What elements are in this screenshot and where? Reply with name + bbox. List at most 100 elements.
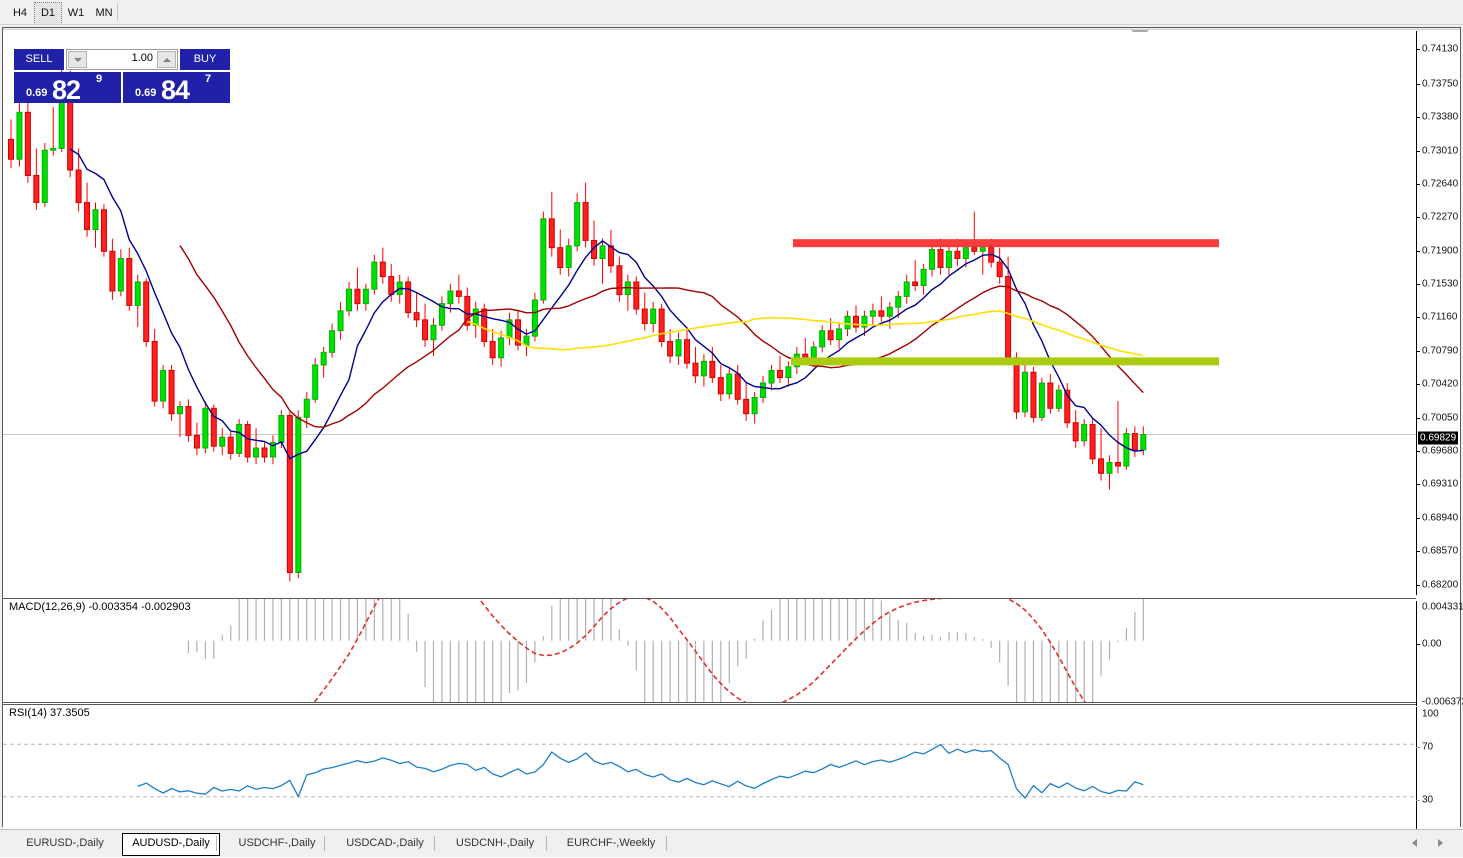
moving-average-slow	[467, 310, 1144, 357]
rsi-line	[137, 743, 1144, 799]
macd-tick	[1416, 643, 1420, 645]
price-tick-label: 0.70790	[1422, 345, 1459, 357]
chart-tab-usdchf[interactable]: USDCHF-,Daily	[238, 837, 316, 849]
price-chart-canvas[interactable]	[3, 32, 1416, 596]
price-tick-label: 0.71530	[1422, 278, 1459, 290]
candle-body	[760, 382, 767, 398]
macd-signal-line	[313, 599, 1086, 702]
candle-body	[134, 281, 141, 306]
toolbar-divider	[117, 3, 118, 21]
rsi-pane[interactable]: RSI(14) 37.3505	[3, 704, 1416, 836]
candle-body	[92, 209, 99, 231]
price-tick-label: 0.70420	[1422, 378, 1459, 390]
candle-body	[971, 247, 978, 252]
macd-pane[interactable]: MACD(12,26,9) -0.003354 -0.002903	[3, 598, 1416, 703]
chevron-up-icon	[162, 57, 171, 62]
candle-body	[565, 245, 572, 269]
macd-canvas[interactable]	[3, 599, 1416, 702]
candle-body	[405, 281, 412, 314]
price-scale[interactable]: 0.74130 0.73750 0.73380 0.73010 0.72640 0.722…	[1416, 31, 1463, 841]
candle-body	[1030, 371, 1037, 418]
trendline-resistance	[793, 239, 1219, 248]
chart-tab-audusd[interactable]: AUDUSD-,Daily	[122, 833, 220, 856]
candle-body	[253, 447, 260, 458]
price-tick	[1416, 417, 1420, 419]
volume-stepper[interactable]: 1.00	[66, 49, 178, 70]
price-tick-label: 0.68940	[1422, 512, 1459, 524]
sell-price-display[interactable]: 0.69 82 9	[14, 72, 121, 103]
timeframe-button-w1[interactable]: W1	[67, 7, 85, 19]
scroll-right-icon[interactable]	[1438, 839, 1443, 847]
one-click-trading-panel[interactable]: SELL 1.00 BUY 0.69 82 9 0.69	[14, 49, 230, 103]
candle-body	[210, 407, 217, 447]
sell-price-fraction: 9	[96, 73, 103, 85]
price-tick	[1416, 350, 1420, 352]
candle-body	[126, 258, 133, 306]
candle-body	[937, 248, 944, 269]
price-tick-label: 0.68570	[1422, 545, 1459, 557]
candle-body	[1022, 371, 1028, 413]
rsi-tick-label: 70	[1422, 741, 1434, 753]
timeframe-button-h4[interactable]: H4	[12, 7, 28, 19]
candle-body	[286, 415, 293, 574]
tab-divider	[216, 836, 217, 851]
moving-average-mid	[179, 245, 1144, 428]
candle-body	[1106, 461, 1113, 474]
candle-body	[903, 281, 910, 297]
rsi-tick-label: 30	[1422, 794, 1434, 806]
candle-body	[75, 169, 82, 204]
candle-body	[261, 447, 268, 458]
candle-body	[295, 416, 302, 574]
volume-decrease-button[interactable]	[68, 51, 87, 68]
buy-price-display[interactable]: 0.69 84 7	[123, 72, 230, 103]
volume-value[interactable]: 1.00	[131, 52, 153, 64]
candle-body	[151, 341, 158, 402]
timeframe-button-d1[interactable]: D1	[34, 2, 62, 25]
chart-tab-usdcad[interactable]: USDCAD-,Daily	[346, 837, 424, 849]
sell-button[interactable]: SELL	[14, 49, 64, 70]
chart-tab-usdcnh[interactable]: USDCNH-,Daily	[455, 837, 535, 849]
timeframe-button-mn[interactable]: MN	[95, 7, 113, 19]
candle-body	[236, 424, 243, 454]
buy-button[interactable]: BUY	[180, 49, 230, 70]
chart-tab-eurusd[interactable]: EURUSD-,Daily	[26, 837, 104, 849]
sell-price-prefix: 0.69	[26, 87, 48, 99]
candle-body	[472, 308, 479, 326]
price-pane[interactable]	[3, 32, 1416, 596]
price-tick	[1416, 83, 1420, 85]
chart-tab-eurchf[interactable]: EURCHF-,Weekly	[566, 837, 656, 849]
price-tick-label: 0.68200	[1422, 579, 1459, 591]
candle-body	[8, 138, 14, 160]
candle-body	[362, 288, 369, 305]
current-price-tag: 0.69829	[1418, 431, 1459, 445]
rsi-canvas[interactable]	[3, 705, 1416, 836]
candle-body	[219, 436, 226, 447]
candle-body	[371, 261, 378, 290]
candle-body	[1114, 461, 1121, 467]
scroll-left-icon[interactable]	[1412, 839, 1417, 847]
price-tick-label: 0.72270	[1422, 211, 1459, 223]
candle-body	[979, 247, 986, 252]
candle-body	[346, 288, 352, 312]
buy-price-fraction: 7	[205, 73, 212, 85]
candle-body	[726, 373, 733, 395]
price-axis-line	[1416, 31, 1417, 595]
candle-body	[337, 310, 344, 332]
candle-body	[227, 436, 234, 454]
candle-body	[329, 330, 336, 353]
volume-increase-button[interactable]	[157, 51, 176, 68]
candle-body	[455, 290, 462, 297]
candle-body	[675, 339, 682, 357]
price-tick-label: 0.69680	[1422, 445, 1459, 457]
rsi-axis-line	[1416, 707, 1417, 839]
window-title-strip	[3, 28, 1460, 30]
candle-body	[438, 303, 445, 326]
candle-body	[515, 319, 521, 346]
candle-body	[962, 247, 969, 260]
macd-axis-line	[1416, 601, 1417, 706]
candle-body	[929, 248, 936, 270]
candle-body	[1038, 382, 1045, 418]
price-tick	[1416, 517, 1420, 519]
candle-body	[861, 315, 868, 328]
candle-body	[557, 247, 564, 269]
